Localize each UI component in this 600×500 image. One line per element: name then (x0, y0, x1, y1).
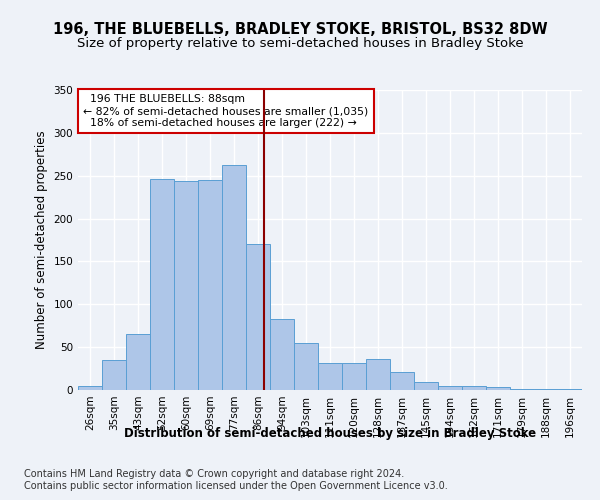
Bar (270, 319, 294, 390)
Bar (294, 343, 318, 390)
Bar (558, 389, 582, 390)
Bar (366, 359, 390, 390)
Text: Distribution of semi-detached houses by size in Bradley Stoke: Distribution of semi-detached houses by … (124, 428, 536, 440)
Text: 196 THE BLUEBELLS: 88sqm
← 82% of semi-detached houses are smaller (1,035)
  18%: 196 THE BLUEBELLS: 88sqm ← 82% of semi-d… (83, 94, 368, 128)
Bar (150, 179, 174, 390)
Bar (534, 389, 558, 390)
Bar (438, 386, 462, 390)
Text: 196, THE BLUEBELLS, BRADLEY STOKE, BRISTOL, BS32 8DW: 196, THE BLUEBELLS, BRADLEY STOKE, BRIST… (53, 22, 547, 38)
Bar (510, 389, 534, 390)
Bar (126, 334, 150, 390)
Bar (222, 166, 246, 390)
Bar (246, 244, 270, 390)
Text: Contains public sector information licensed under the Open Government Licence v3: Contains public sector information licen… (24, 481, 448, 491)
Bar (102, 360, 126, 390)
Bar (198, 180, 222, 390)
Text: Contains HM Land Registry data © Crown copyright and database right 2024.: Contains HM Land Registry data © Crown c… (24, 469, 404, 479)
Bar (390, 372, 414, 390)
Bar (174, 181, 198, 390)
Y-axis label: Number of semi-detached properties: Number of semi-detached properties (35, 130, 48, 350)
Bar (486, 388, 510, 390)
Bar (342, 364, 366, 390)
Text: Size of property relative to semi-detached houses in Bradley Stoke: Size of property relative to semi-detach… (77, 38, 523, 51)
Bar (414, 382, 438, 390)
Bar (462, 386, 486, 390)
Bar (78, 386, 102, 390)
Bar (318, 364, 342, 390)
